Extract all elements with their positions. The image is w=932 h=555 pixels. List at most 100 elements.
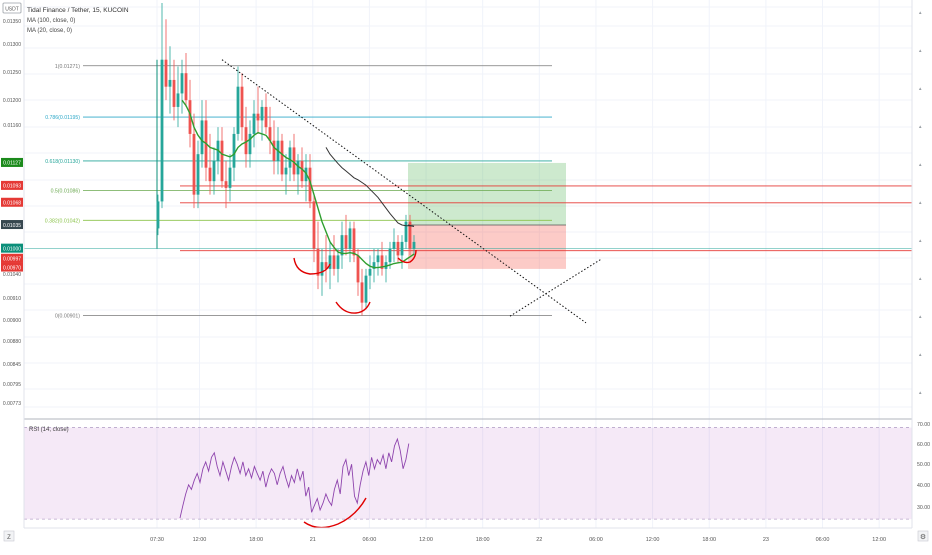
ma20-line [181, 99, 415, 269]
candle-body [212, 160, 216, 182]
ma20-legend: MA (20, close, 0) [27, 28, 72, 34]
left-price-tick: 0.01350 [3, 19, 21, 25]
long-position-zone[interactable] [408, 162, 566, 269]
candle-body [348, 228, 352, 249]
candle-body [244, 127, 248, 155]
price-axis-tick-mark: ▲ [918, 162, 922, 167]
left-price-tick: 0.00845 [3, 362, 21, 368]
currency-label: USDT [5, 7, 19, 13]
left-price-tick: 0.00910 [3, 296, 21, 302]
price-badge [1, 262, 23, 272]
candle-body [284, 167, 288, 175]
left-price-labels: 0.01350 0.01300 0.01250 0.01200 0.01160 0.010… [1, 19, 23, 407]
candle-body [200, 120, 204, 155]
rsi-line [179, 437, 410, 519]
left-axis-strip [0, 0, 24, 550]
ma100-line [325, 147, 415, 227]
left-price-tick: 0.01300 [3, 42, 21, 48]
uptrend-line[interactable] [509, 258, 603, 317]
candle-body [368, 268, 372, 276]
hand-drawn-annotations [293, 249, 417, 314]
rsi-tick-label: 30.00 [917, 505, 930, 511]
rsi-tick-label: 50.00 [917, 462, 930, 468]
settings-icon[interactable] [917, 530, 929, 542]
candle-body [156, 201, 160, 229]
price-axis-tick-mark: ▲ [918, 200, 922, 205]
candle-body [192, 133, 196, 195]
candle-body [184, 73, 188, 101]
legend: USDT Tidal Finance / Tether, 15, KUCOIN … [2, 2, 129, 433]
left-price-tick: 0.01040 [3, 272, 21, 278]
candle-body [328, 255, 332, 269]
price-axis-tick-mark: ▲ [918, 48, 922, 53]
fib-level-label: 0.5(0.01086) [51, 189, 81, 195]
candle-body [316, 248, 320, 276]
candle-body [404, 221, 408, 242]
fib-level-label: 0(0.00901) [55, 313, 80, 319]
candle-body [240, 86, 244, 128]
candle-body [288, 147, 292, 168]
time-tick-label: 06:00 [589, 537, 603, 543]
candle-body [320, 262, 324, 276]
candle-body [248, 133, 252, 155]
chart-title: Tidal Finance / Tether, 15, KUCOIN [27, 7, 129, 14]
time-axis[interactable]: 07:30 12:00 18:00 21 06:00 12:00 18:00 22 06:00 1… [24, 527, 912, 550]
candle-body [376, 255, 380, 263]
loss-zone[interactable] [408, 225, 566, 269]
time-tick-label: 18:00 [702, 537, 716, 543]
price-axis[interactable]: ▲ ▲ ▲ ▲ ▲ ▲ ▲ ▲ ▲ ▲ ▲ 70.00 60.00 50.00 40.00 30.00 [911, 0, 932, 528]
time-tick-label: 06:00 [816, 537, 830, 543]
candle-body [344, 235, 348, 249]
price-badge [1, 243, 23, 253]
time-tick-label: 21 [310, 537, 316, 543]
downtrend-line[interactable] [221, 59, 587, 324]
price-axis-tick-mark: ▲ [918, 276, 922, 281]
price-badge-label: 0.01093 [3, 184, 21, 190]
candle-body [364, 275, 368, 303]
candle-body [408, 221, 412, 249]
time-tick-label: 12:00 [419, 537, 433, 543]
price-badge-label: 0.00997 [3, 257, 21, 263]
candle-body [180, 73, 184, 94]
time-tick-label: 18:00 [476, 537, 490, 543]
right-shoulder-annotation [397, 249, 417, 264]
trendlines[interactable] [221, 59, 603, 324]
price-badge [1, 157, 23, 167]
candle-body [164, 59, 168, 87]
left-price-tick: 0.01200 [3, 98, 21, 104]
left-price-tick: 0.01250 [3, 70, 21, 76]
rsi-tick-label: 70.00 [917, 422, 930, 428]
profit-zone[interactable] [408, 162, 566, 226]
candle-body [340, 235, 344, 256]
price-badge [1, 253, 23, 263]
candle-body [176, 93, 180, 107]
candle-body [268, 127, 272, 141]
price-badge-label: 0.01000 [3, 246, 21, 252]
price-axis-tick-mark: ▲ [918, 10, 922, 15]
left-price-tick: 0.00795 [3, 382, 21, 388]
candle-body [352, 228, 356, 256]
currency-badge[interactable] [2, 2, 22, 14]
candle-body [412, 241, 416, 249]
candle-body [220, 140, 224, 182]
fib-level-label: 0.786(0.01195) [45, 115, 80, 121]
price-badge [1, 180, 23, 190]
candle-body [308, 167, 312, 202]
candle-body [296, 160, 300, 175]
candle-body [388, 248, 392, 263]
candle-body [260, 106, 264, 121]
left-price-tick: 0.00773 [3, 401, 21, 407]
candle-body [188, 100, 192, 134]
timezone-icon[interactable] [3, 530, 15, 542]
candle-body [280, 140, 284, 175]
candle-body [300, 160, 304, 182]
fib-level-label: 1(0.01271) [55, 64, 80, 70]
time-tick-label: 07:30 [150, 537, 164, 543]
candle-body [292, 147, 296, 175]
candle-body [312, 201, 316, 249]
candle-body [224, 181, 228, 188]
timezone-icon-glyph: Z [7, 535, 11, 541]
price-badge-label: 0.01068 [3, 201, 21, 207]
